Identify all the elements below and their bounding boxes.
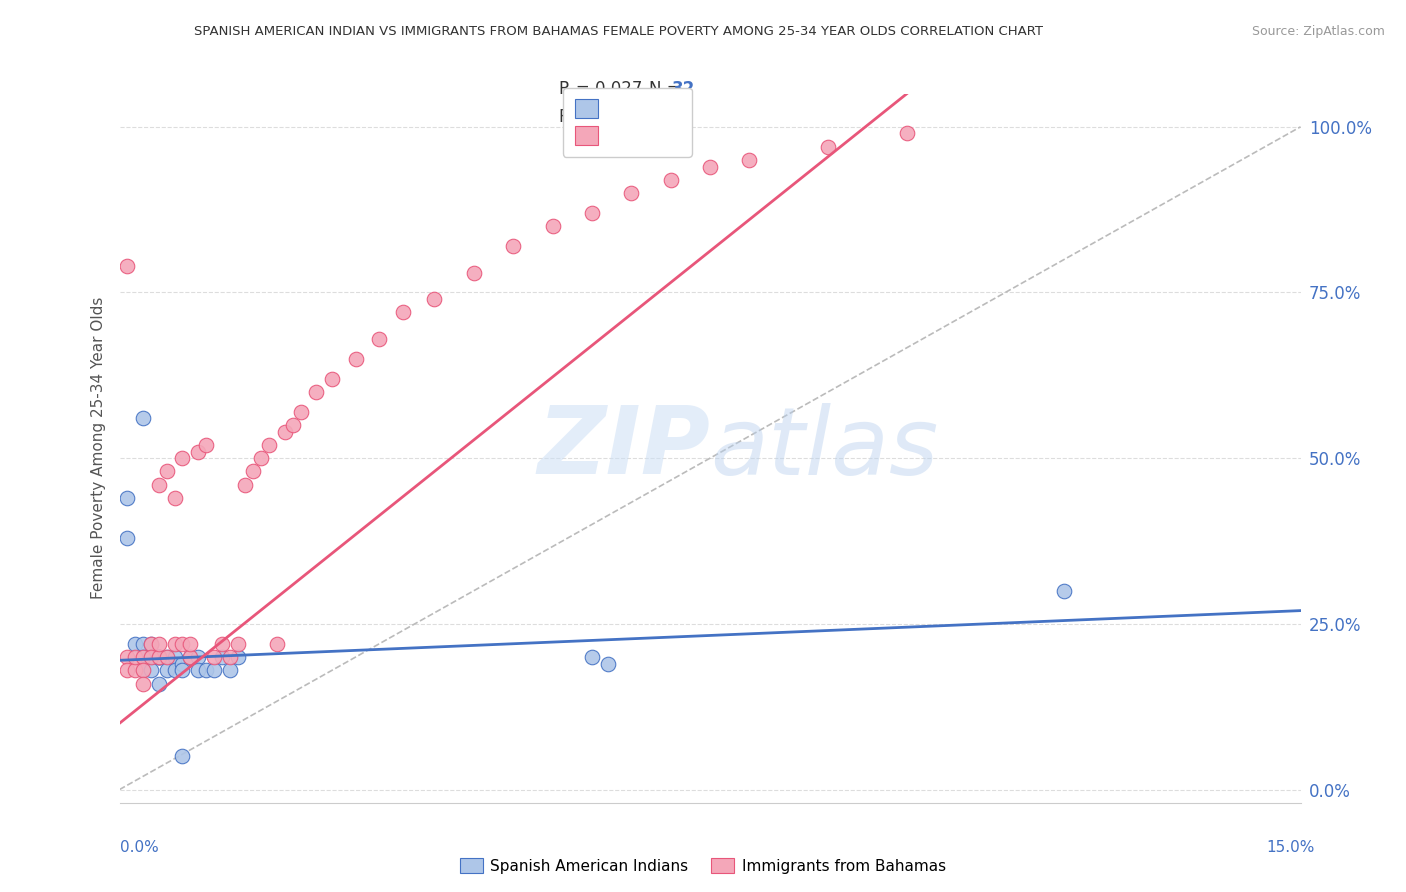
Point: [218, 663, 240, 677]
Point: [148, 637, 170, 651]
Point: [163, 637, 186, 651]
Point: [139, 637, 162, 651]
Point: [596, 657, 619, 671]
Point: [179, 650, 201, 665]
Point: [1053, 583, 1076, 598]
Point: [581, 650, 603, 665]
Text: 0.0%: 0.0%: [120, 840, 159, 855]
Point: [163, 663, 186, 677]
Y-axis label: Female Poverty Among 25-34 Year Olds: Female Poverty Among 25-34 Year Olds: [90, 297, 105, 599]
Point: [392, 305, 415, 319]
Text: 15.0%: 15.0%: [1267, 840, 1315, 855]
Point: [132, 411, 155, 425]
Point: [117, 663, 139, 677]
Legend: Spanish American Indians, Immigrants from Bahamas: Spanish American Indians, Immigrants fro…: [454, 852, 952, 880]
Point: [321, 371, 343, 385]
Point: [172, 451, 194, 466]
Point: [124, 650, 146, 665]
Point: [463, 266, 485, 280]
Point: [117, 531, 139, 545]
Point: [148, 650, 170, 665]
Point: [139, 637, 162, 651]
Text: SPANISH AMERICAN INDIAN VS IMMIGRANTS FROM BAHAMAS FEMALE POVERTY AMONG 25-34 YE: SPANISH AMERICAN INDIAN VS IMMIGRANTS FR…: [194, 25, 1043, 38]
Point: [502, 239, 524, 253]
Text: R = 0.730: R = 0.730: [558, 108, 643, 126]
Point: [541, 219, 564, 234]
Text: N =: N =: [648, 80, 686, 98]
Point: [117, 259, 139, 273]
Text: ZIP: ZIP: [537, 402, 710, 494]
Point: [187, 650, 209, 665]
Legend:               ,               : ,: [564, 87, 692, 157]
Point: [156, 650, 179, 665]
Point: [139, 663, 162, 677]
Point: [148, 477, 170, 491]
Text: R = 0.027: R = 0.027: [558, 80, 643, 98]
Point: [148, 650, 170, 665]
Point: [117, 491, 139, 505]
Point: [132, 663, 155, 677]
Point: [172, 663, 194, 677]
Point: [156, 465, 179, 479]
Point: [817, 139, 839, 153]
Point: [148, 650, 170, 665]
Point: [257, 438, 280, 452]
Point: [117, 650, 139, 665]
Point: [187, 444, 209, 458]
Point: [699, 160, 721, 174]
Point: [620, 186, 643, 200]
Point: [163, 650, 186, 665]
Point: [179, 650, 201, 665]
Point: [163, 491, 186, 505]
Point: [139, 650, 162, 665]
Point: [218, 650, 240, 665]
Point: [226, 650, 249, 665]
Point: [274, 425, 297, 439]
Point: [156, 650, 179, 665]
Point: [211, 650, 233, 665]
Text: atlas: atlas: [710, 402, 938, 494]
Point: [195, 438, 218, 452]
Point: [242, 465, 264, 479]
Point: [172, 637, 194, 651]
Point: [132, 650, 155, 665]
Point: [148, 650, 170, 665]
Point: [896, 127, 918, 141]
Point: [172, 657, 194, 671]
Text: 32: 32: [672, 80, 696, 98]
Point: [172, 749, 194, 764]
Point: [344, 351, 367, 366]
Point: [139, 650, 162, 665]
Point: [281, 417, 304, 432]
Point: [423, 292, 446, 306]
Point: [187, 663, 209, 677]
Point: [195, 663, 218, 677]
Text: Source: ZipAtlas.com: Source: ZipAtlas.com: [1251, 25, 1385, 38]
Point: [581, 206, 603, 220]
Point: [132, 637, 155, 651]
Point: [132, 650, 155, 665]
Point: [202, 650, 225, 665]
Point: [368, 332, 391, 346]
Point: [132, 663, 155, 677]
Point: [266, 637, 288, 651]
Point: [211, 637, 233, 651]
Text: N =: N =: [648, 108, 686, 126]
Point: [305, 384, 328, 399]
Point: [156, 663, 179, 677]
Point: [148, 676, 170, 690]
Point: [132, 676, 155, 690]
Text: 51: 51: [672, 108, 695, 126]
Point: [202, 663, 225, 677]
Point: [250, 451, 273, 466]
Point: [235, 477, 257, 491]
Point: [659, 173, 682, 187]
Point: [226, 637, 249, 651]
Point: [179, 637, 201, 651]
Point: [738, 153, 761, 167]
Point: [124, 663, 146, 677]
Point: [124, 637, 146, 651]
Point: [290, 405, 312, 419]
